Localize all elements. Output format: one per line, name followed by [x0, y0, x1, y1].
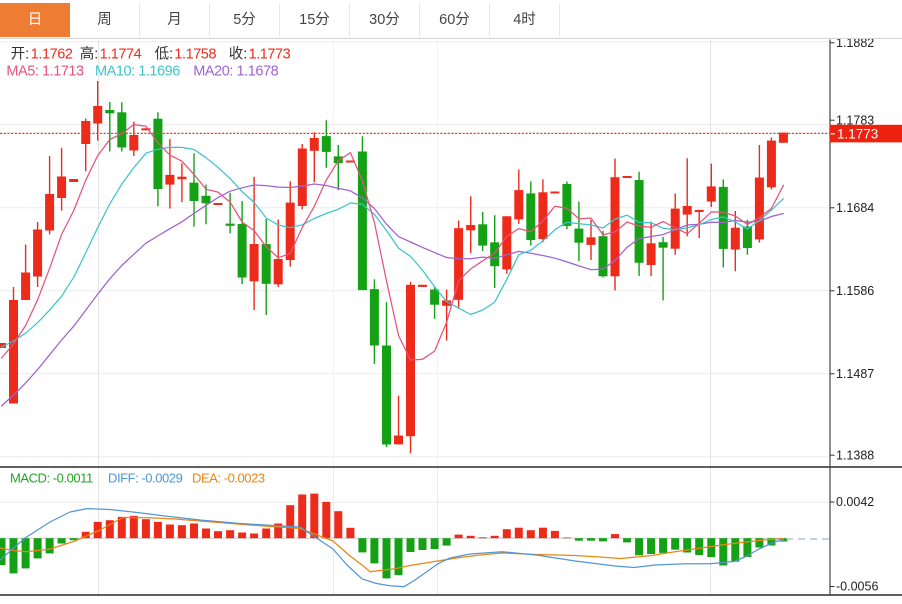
svg-text:MACD: -0.0011: MACD: -0.0011	[10, 471, 93, 486]
svg-text:MA10: 1.1696: MA10: 1.1696	[95, 64, 180, 80]
svg-text:开:: 开:	[11, 47, 30, 63]
svg-text:低:: 低:	[155, 46, 174, 63]
svg-text:1.1882: 1.1882	[836, 36, 874, 50]
svg-text:1.1774: 1.1774	[100, 47, 142, 63]
svg-text:收:: 收:	[229, 46, 248, 63]
svg-text:DEA: -0.0023: DEA: -0.0023	[192, 471, 265, 486]
svg-text:1.1586: 1.1586	[836, 284, 874, 298]
svg-text:MA20: 1.1678: MA20: 1.1678	[193, 64, 278, 80]
svg-text:0.0042: 0.0042	[836, 495, 874, 509]
svg-text:高:: 高:	[80, 46, 99, 63]
svg-text:1.1783: 1.1783	[836, 113, 874, 127]
svg-text:MA5: 1.1713: MA5: 1.1713	[6, 64, 84, 80]
svg-text:1.1684: 1.1684	[836, 201, 874, 215]
svg-text:1.1388: 1.1388	[836, 448, 874, 462]
svg-text:-0.0056: -0.0056	[836, 580, 878, 594]
svg-text:1.1487: 1.1487	[836, 367, 874, 381]
svg-text:1.1773: 1.1773	[249, 47, 291, 63]
svg-text:1.1773: 1.1773	[837, 127, 878, 142]
svg-text:1.1758: 1.1758	[174, 47, 216, 63]
svg-text:1.1762: 1.1762	[31, 47, 73, 63]
svg-text:DIFF: -0.0029: DIFF: -0.0029	[108, 471, 183, 486]
